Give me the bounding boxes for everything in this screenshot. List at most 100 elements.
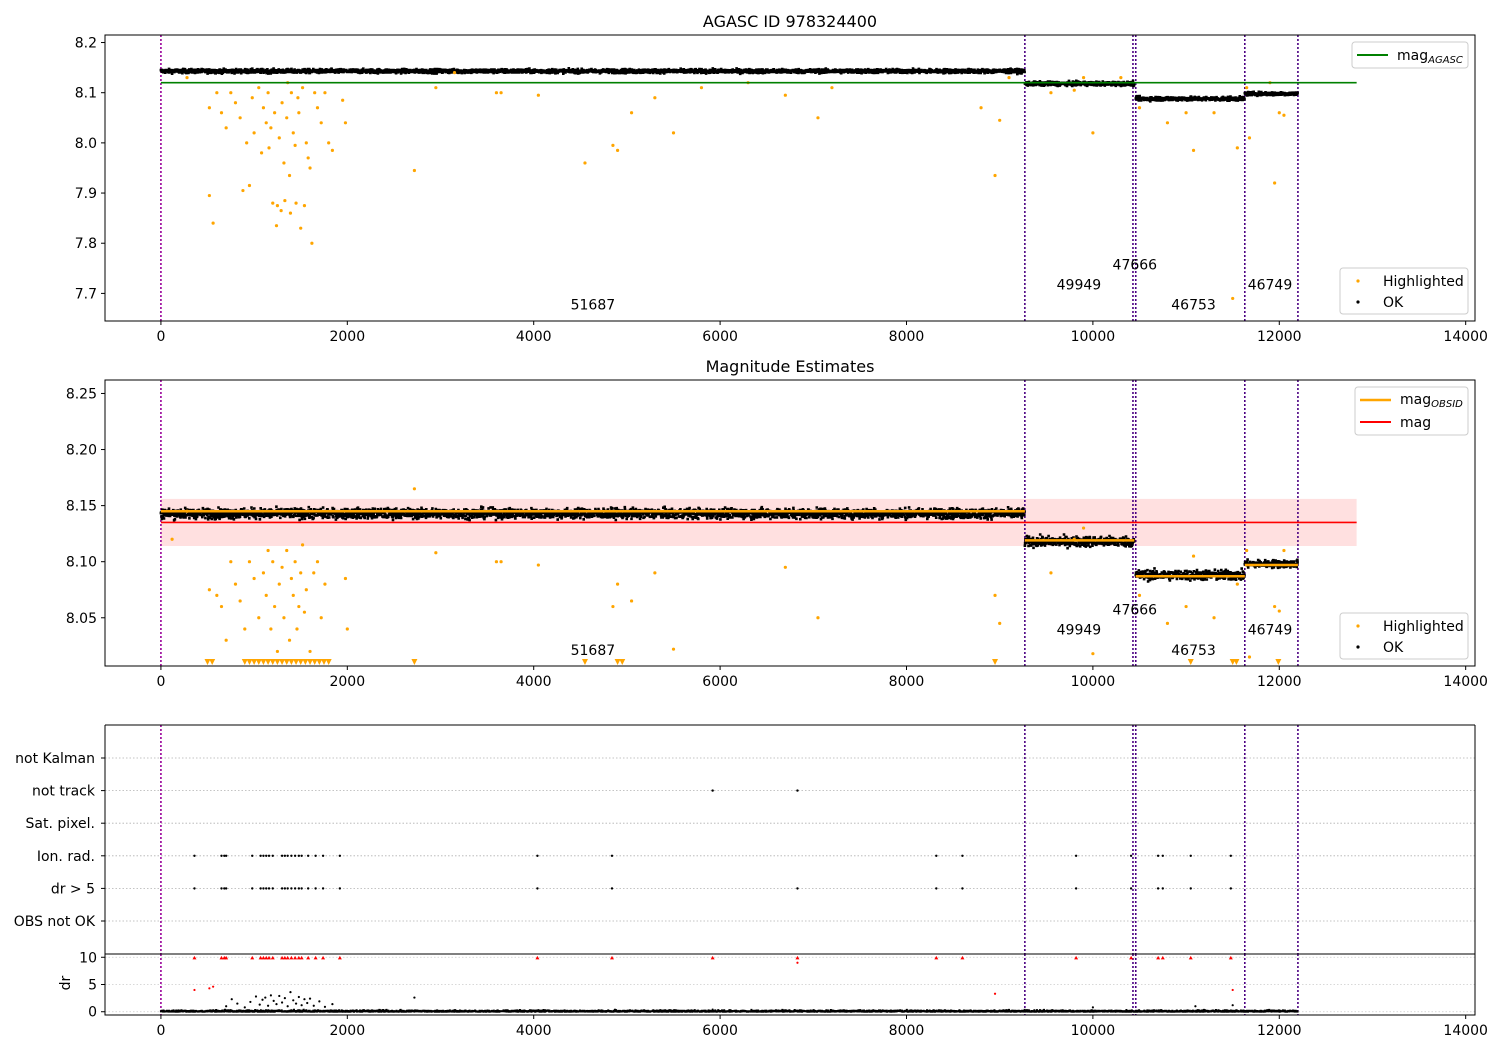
- agasc-highlighted-point: [267, 146, 271, 150]
- agasc-obsid-label: 47666: [1113, 257, 1158, 273]
- dr-capped-point: [1160, 955, 1165, 960]
- flag-point: [314, 854, 317, 857]
- dr-point: [292, 999, 295, 1002]
- estimates-clipped-point: [251, 659, 258, 665]
- flag-point: [224, 854, 228, 857]
- agasc-highlighted-point: [816, 116, 820, 120]
- flag-point: [961, 854, 964, 857]
- dr-point: [269, 994, 272, 997]
- agasc-highlighted-point: [783, 93, 787, 97]
- dr-capped-point: [224, 955, 229, 960]
- flag-point: [251, 887, 254, 890]
- agasc-highlighted-point: [288, 211, 293, 215]
- agasc-y-tick-label: 7.9: [75, 186, 97, 202]
- estimates-highlighted-point: [1049, 571, 1053, 575]
- estimates-highlighted-point: [289, 576, 293, 581]
- dr-capped-point: [285, 955, 290, 960]
- chart-title-magnitude-estimates: Magnitude Estimates: [706, 357, 875, 376]
- obsid-mag-legend-label: magOBSID: [1400, 392, 1463, 410]
- agasc-highlighted-point: [1137, 106, 1142, 110]
- agasc-highlighted-point: [294, 201, 298, 205]
- agasc-highlighted-point: [259, 151, 264, 155]
- dr-point: [261, 998, 264, 1001]
- estimates-highlighted-point: [219, 604, 224, 609]
- flag-point: [306, 887, 310, 890]
- flag-point: [265, 854, 268, 857]
- estimates-x-tick-label: 10000: [1071, 674, 1116, 690]
- agasc-highlighted-point: [245, 141, 249, 145]
- dr-point: [264, 996, 267, 999]
- dr-capped-point: [280, 955, 285, 960]
- estimates-highlighted-point: [302, 610, 307, 614]
- agasc-highlighted-point: [211, 221, 215, 225]
- estimates-clipped-point: [581, 659, 588, 665]
- estimates-highlighted-point: [285, 548, 289, 553]
- agasc-highlighted-point: [319, 121, 323, 125]
- agasc-highlighted-point: [233, 101, 238, 105]
- flag-point: [290, 887, 293, 890]
- flag-point: [1189, 854, 1192, 857]
- flag-point: [267, 854, 271, 857]
- estimates-clipped-point: [209, 659, 216, 665]
- dr-y-tick-label: 0: [88, 1005, 97, 1021]
- agasc-highlighted-point: [315, 106, 320, 110]
- chart-title-agasc: AGASC ID 978324400: [703, 12, 877, 31]
- estimates-highlighted-point: [308, 649, 312, 654]
- dr-baseline-points: [159, 1008, 1299, 1013]
- agasc-highlighted-point: [185, 76, 189, 80]
- estimates-highlighted-point: [287, 638, 292, 642]
- flag-point: [259, 887, 262, 890]
- flag-point: [271, 887, 274, 890]
- estimates-clipped-point: [619, 659, 626, 665]
- agasc-highlighted-point: [207, 193, 211, 198]
- estimates-clipped-point: [311, 659, 318, 665]
- estimates-highlighted-point: [323, 582, 327, 586]
- agasc-x-tick-label: 14000: [1443, 329, 1488, 345]
- dr-capped-point: [267, 955, 272, 960]
- agasc-highlighted-point: [293, 143, 297, 147]
- estimates-y-tick-label: 8.10: [66, 555, 97, 571]
- flag-point: [1129, 887, 1133, 890]
- dr-x-tick-label: 10000: [1071, 1023, 1116, 1039]
- agasc-x-tick-label: 2000: [329, 329, 365, 345]
- agasc-y-tick-label: 8.0: [75, 136, 97, 152]
- agasc-highlighted-point: [1277, 111, 1281, 115]
- estimates-clipped-point: [293, 659, 300, 665]
- dr-point: [266, 1004, 270, 1007]
- dr-capped-point: [710, 955, 715, 960]
- flag-point: [536, 887, 539, 890]
- estimates-clipped-point: [992, 659, 999, 665]
- agasc-highlighted-point: [1231, 296, 1235, 301]
- flag-point: [1229, 887, 1233, 890]
- dr-point: [306, 1001, 309, 1005]
- estimates-status-legend-box: [1339, 612, 1469, 660]
- agasc-highlighted-point: [434, 86, 438, 90]
- ok-marker: [1356, 645, 1360, 649]
- agasc-y-tick-label: 8.1: [75, 86, 97, 102]
- estimates-highlighted-point: [653, 571, 657, 575]
- estimates-highlighted-point: [998, 621, 1002, 625]
- dr-capped-point: [313, 955, 318, 960]
- estimates-highlighted-point: [629, 599, 634, 603]
- agasc-highlighted-point: [264, 121, 268, 125]
- agasc-highlighted-point: [238, 116, 242, 120]
- dr-capped-point: [282, 955, 287, 960]
- estimates-highlighted-point: [293, 560, 297, 564]
- dr-capped-point: [1156, 955, 1161, 960]
- dr-point: [297, 995, 300, 999]
- flag-point: [283, 887, 287, 890]
- estimates-highlighted-point: [299, 571, 303, 575]
- ok-legend-label: OK: [1383, 295, 1404, 311]
- agasc-highlighted-point: [269, 126, 273, 130]
- agasc-highlighted-point: [280, 101, 284, 105]
- dr-point: [308, 997, 312, 1000]
- agasc-highlighted-point: [343, 121, 348, 125]
- estimates-clipped-point: [246, 659, 253, 665]
- estimates-highlighted-point: [993, 593, 997, 597]
- agasc-highlighted-point: [499, 91, 503, 95]
- agasc-highlighted-point: [998, 118, 1002, 122]
- highlighted-marker: [1356, 279, 1360, 283]
- agasc-highlighted-point: [215, 91, 219, 95]
- estimates-highlighted-point: [300, 543, 305, 547]
